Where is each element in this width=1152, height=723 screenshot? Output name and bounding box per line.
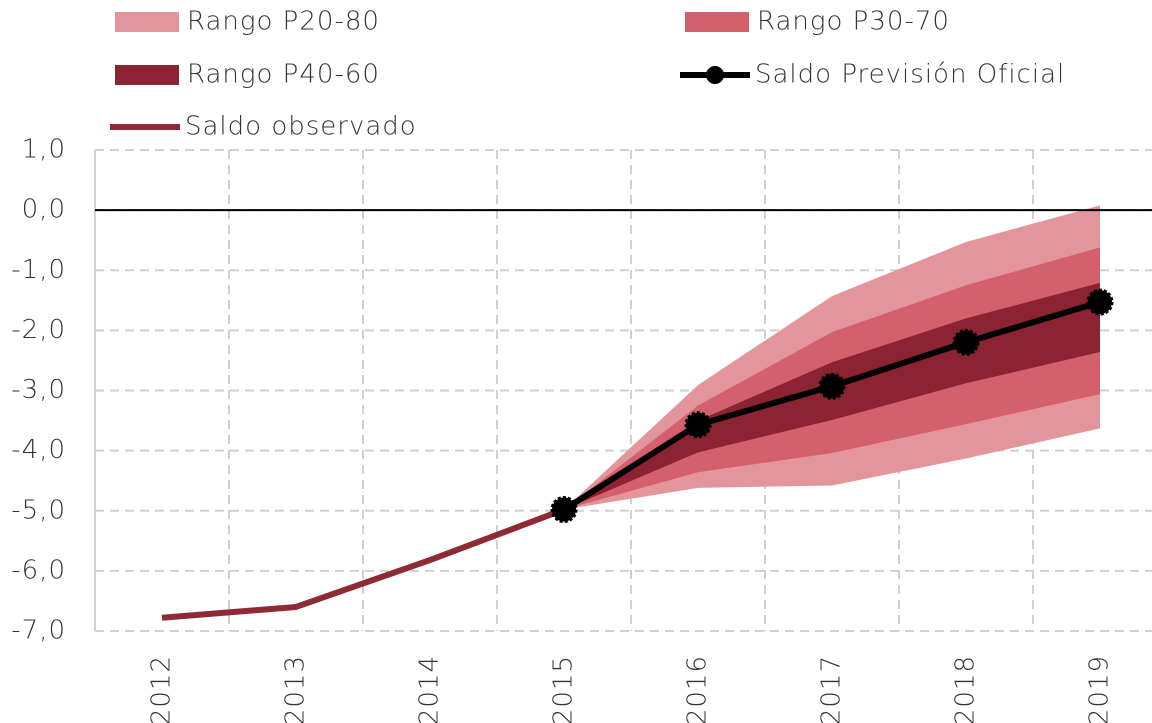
- x-tick-label: 2017: [817, 655, 847, 723]
- legend-swatch: [115, 65, 179, 85]
- x-tick-label: 2019: [1085, 655, 1115, 723]
- y-tick-label: -5,0: [11, 495, 66, 525]
- y-tick-label: -2,0: [11, 315, 66, 345]
- y-tick-label: 1,0: [22, 135, 66, 165]
- y-tick-label: -7,0: [11, 616, 66, 646]
- y-tick-label: 0,0: [22, 195, 66, 225]
- series-marker: [952, 328, 980, 356]
- series-marker: [684, 411, 712, 439]
- x-tick-label: 2018: [951, 655, 981, 723]
- series-marker: [550, 496, 578, 524]
- legend-label: Rango P20-80: [187, 7, 380, 37]
- x-tick-label: 2014: [415, 655, 445, 723]
- legend-label: Rango P40-60: [187, 60, 380, 90]
- legend-label: Saldo Previsión Oficial: [755, 60, 1065, 90]
- y-tick-label: -1,0: [11, 255, 66, 285]
- legend-swatch: [115, 12, 179, 32]
- y-tick-label: -6,0: [11, 555, 66, 585]
- series-marker: [818, 372, 846, 400]
- series-marker: [1086, 288, 1114, 316]
- series-line: [161, 506, 566, 621]
- legend-swatch: [685, 12, 749, 32]
- legend-marker: [706, 66, 724, 84]
- legend-label: Saldo observado: [185, 112, 417, 142]
- legend-label: Rango P30-70: [757, 7, 950, 37]
- y-tick-label: -3,0: [11, 375, 66, 405]
- x-tick-label: 2016: [683, 655, 713, 723]
- x-tick-label: 2013: [281, 655, 311, 723]
- x-tick-label: 2012: [147, 655, 177, 723]
- y-tick-label: -4,0: [11, 435, 66, 465]
- x-tick-label: 2015: [549, 655, 579, 723]
